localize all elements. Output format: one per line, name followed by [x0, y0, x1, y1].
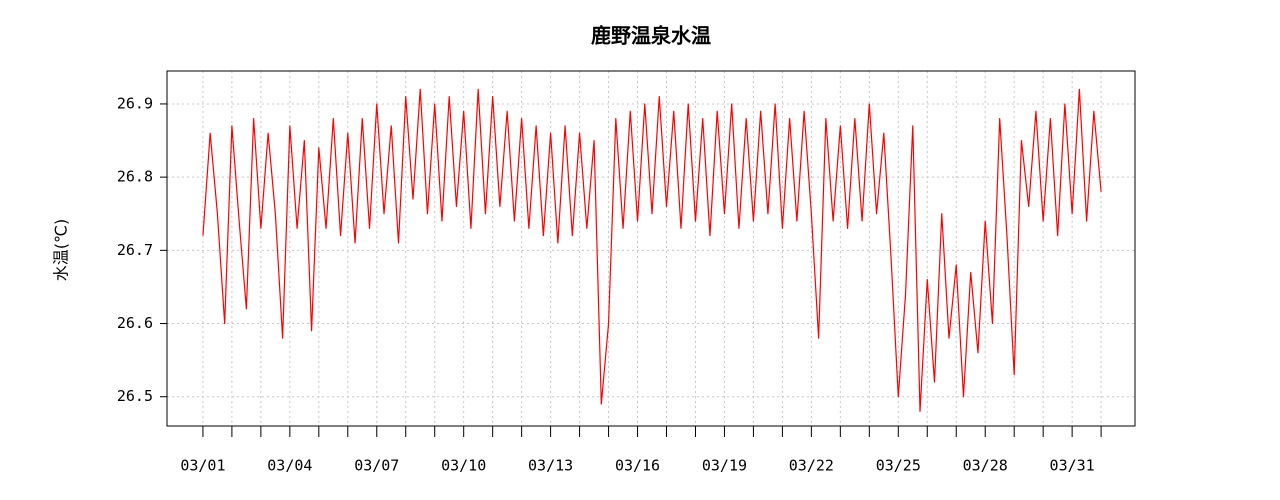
y-tick-label: 26.8: [117, 168, 153, 186]
x-tick-label: 03/04: [267, 457, 312, 475]
x-tick-label: 03/19: [702, 457, 747, 475]
y-tick-label: 26.7: [117, 241, 153, 259]
x-tick-label: 03/01: [180, 457, 225, 475]
x-tick-label: 03/31: [1050, 457, 1095, 475]
data-line: [202, 88, 1102, 412]
plot-frame: [166, 70, 1136, 427]
x-tick-label: 03/13: [528, 457, 573, 475]
x-tick-label: 03/10: [441, 457, 486, 475]
y-tick-label: 26.5: [117, 387, 153, 405]
chart-title: 鹿野温泉水温: [591, 24, 711, 48]
y-axis-label: 水温(℃): [52, 219, 71, 281]
y-tick-label: 26.9: [117, 94, 153, 112]
x-tick-label: 03/16: [615, 457, 660, 475]
x-tick-label: 03/25: [876, 457, 921, 475]
x-tick-label: 03/22: [789, 457, 834, 475]
x-tick-label: 03/28: [963, 457, 1008, 475]
x-tick-label: 03/07: [354, 457, 399, 475]
y-tick-label: 26.6: [117, 314, 153, 332]
